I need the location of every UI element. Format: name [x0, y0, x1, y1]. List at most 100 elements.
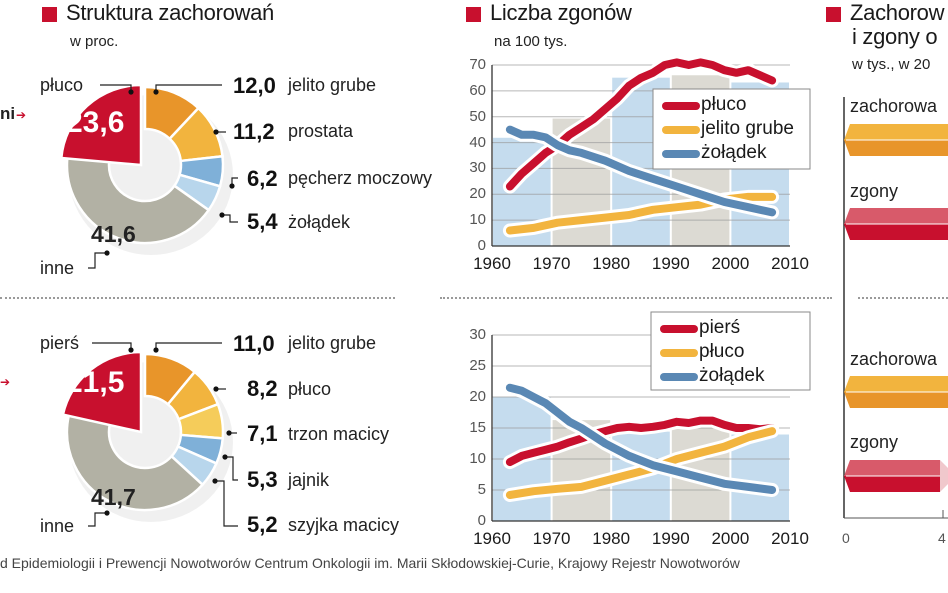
cut-off-label: ni	[0, 104, 16, 123]
title-marker-icon	[466, 7, 481, 22]
y-tick-label: 5	[477, 481, 486, 498]
bar-title-line2: i zgony o	[852, 24, 938, 49]
bar-zachorowania-1-top	[844, 124, 948, 140]
slice-value: 5,3	[247, 467, 278, 492]
leader-line-4	[88, 252, 107, 269]
y-tick-label: 25	[469, 357, 486, 374]
slice-label: płuco	[288, 379, 332, 399]
leader-dot-6	[128, 347, 134, 353]
leader-dot-2	[229, 183, 235, 189]
x-tick-label: 1960	[473, 529, 511, 548]
legend-label: płuco	[699, 341, 745, 362]
line-title: Liczba zgonów	[490, 0, 632, 25]
leader-dot-4	[212, 478, 218, 484]
bar-end-cap	[940, 460, 948, 492]
separator-3	[858, 297, 948, 299]
y-tick-label: 10	[469, 211, 486, 229]
x-tick-label: 1990	[651, 529, 690, 548]
bar-x-tick: 0	[842, 530, 850, 546]
slice-label: żołądek	[288, 212, 351, 232]
donut-subtitle: w proc.	[70, 33, 119, 50]
source-note: d Epidemiologii i Prewencji Nowotworów C…	[0, 555, 740, 571]
slice-value: 11,0	[233, 331, 275, 356]
y-tick-label: 20	[469, 388, 486, 405]
y-tick-label: 20	[469, 185, 486, 203]
slice-label: prostata	[288, 121, 354, 141]
leader-line-3	[222, 214, 238, 223]
separator-1	[0, 297, 395, 299]
slice-value: 5,2	[247, 512, 278, 537]
bar-label: zachorowa	[850, 349, 938, 369]
x-tick-label: 1990	[651, 254, 690, 273]
slice-value: 8,2	[247, 376, 278, 401]
line-subtitle: na 100 tys.	[494, 33, 568, 50]
slice-value: 12,0	[233, 73, 276, 98]
series-line-2	[505, 125, 777, 217]
bar-title-line1: Zachorow	[850, 0, 945, 25]
x-tick-label: 2000	[711, 254, 750, 273]
bar-zachorowania-1-bottom	[844, 140, 948, 156]
legend-label: żołądek	[699, 365, 765, 386]
bar-zgony-1-bottom	[844, 224, 948, 240]
leader-dot-0	[153, 89, 159, 95]
slice-value-main: 21,5	[66, 366, 125, 399]
series-line-2	[505, 383, 777, 494]
x-tick-label: 2000	[711, 529, 750, 548]
slice-value: 5,4	[247, 209, 278, 234]
slice-value: 7,1	[247, 421, 278, 446]
arrow-right-icon: ➔	[16, 108, 27, 122]
legend-label: pierś	[699, 317, 741, 338]
bar-zachorowania-2-bottom	[844, 392, 948, 408]
slice-label: jajnik	[288, 470, 330, 490]
y-tick-label: 30	[469, 159, 486, 177]
donut-chart-2	[61, 342, 238, 527]
leader-dot-3	[219, 212, 225, 218]
donut-slice-6	[61, 350, 143, 434]
slice-label: jelito grube	[288, 333, 377, 353]
y-tick-label: 40	[469, 133, 486, 151]
bar-label: zgony	[850, 432, 899, 452]
bar-zgony-2-top	[844, 460, 940, 476]
slice-label-main: płuco	[40, 75, 84, 95]
x-tick-label: 1980	[592, 529, 631, 548]
x-tick-label: 1970	[532, 529, 571, 548]
y-tick-label: 70	[469, 56, 486, 73]
leader-line-3	[225, 456, 238, 481]
bar-zgony-1-top	[844, 208, 948, 224]
legend-label: płuco	[701, 94, 747, 115]
slice-value-inne: 41,7	[91, 484, 136, 510]
slice-value: 11,2	[233, 119, 275, 144]
leader-line-2	[231, 177, 238, 186]
bar-zachorowania-2-top	[844, 376, 948, 392]
donut-title: Struktura zachorowań	[66, 0, 274, 25]
leader-dot-1	[213, 129, 219, 135]
bar-x-tick: 4	[938, 530, 946, 546]
slice-label-main: pierś	[40, 333, 80, 353]
y-tick-label: 0	[477, 237, 486, 254]
y-tick-label: 15	[469, 419, 486, 436]
leader-dot-2	[226, 430, 232, 436]
donut-slice-4	[65, 156, 211, 245]
slice-label: pęcherz moczowy	[288, 168, 433, 188]
donut-chart-1	[59, 83, 238, 269]
y-tick-label: 50	[469, 107, 486, 125]
slice-value-inne: 41,6	[91, 221, 136, 247]
leader-dot-5	[128, 89, 134, 95]
leader-dot-4	[104, 250, 110, 256]
slice-label: szyjka macicy	[288, 515, 400, 535]
y-tick-label: 0	[477, 512, 486, 529]
leader-dot-3	[222, 454, 228, 460]
y-tick-label: 60	[469, 81, 486, 99]
decade-band	[731, 434, 789, 521]
leader-dot-1	[213, 386, 219, 392]
y-tick-label: 30	[469, 326, 486, 343]
arrow-right-icon-2: ➔	[0, 375, 11, 389]
donut-slice-5	[65, 413, 205, 512]
leader-dot-5	[104, 510, 110, 516]
x-tick-label: 1970	[532, 254, 571, 273]
title-marker-icon	[42, 7, 57, 22]
title-marker-icon	[826, 7, 841, 22]
slice-label: trzon macicy	[288, 424, 390, 444]
